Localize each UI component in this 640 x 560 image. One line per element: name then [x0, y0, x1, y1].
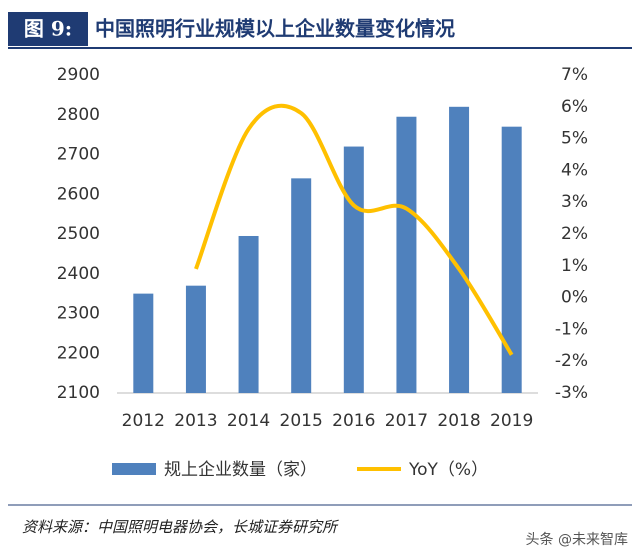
y-tick-label: 2400	[57, 264, 100, 284]
y-tick-label: 2100	[57, 383, 100, 403]
y-tick-label: 2900	[57, 65, 100, 85]
y-tick-label: 2600	[57, 184, 100, 204]
legend-label: 规上企业数量（家）	[164, 460, 317, 480]
watermark: 头条 @未来智库	[526, 531, 628, 548]
figure-title: 中国照明行业规模以上企业数量变化情况	[95, 17, 455, 41]
y-tick-label: 2700	[57, 145, 100, 165]
y2-tick-label: -2%	[555, 351, 588, 371]
y2-tick-label: 5%	[561, 129, 588, 149]
bar	[238, 235, 259, 393]
y2-tick-label: 7%	[561, 65, 588, 85]
y-tick-label: 2200	[57, 343, 100, 363]
bar	[185, 285, 206, 393]
y-tick-label: 2500	[57, 224, 100, 244]
x-tick-label: 2016	[332, 411, 375, 431]
y2-tick-label: 1%	[561, 256, 588, 276]
y2-tick-label: -1%	[555, 319, 588, 339]
x-tick-label: 2018	[437, 411, 480, 431]
bar	[449, 106, 470, 394]
x-tick-label: 2015	[280, 411, 323, 431]
bar	[501, 126, 522, 394]
legend-label: YoY（%）	[408, 460, 488, 480]
bar	[343, 146, 364, 393]
legend-swatch	[112, 463, 156, 475]
y2-tick-label: 6%	[561, 97, 588, 117]
x-tick-label: 2017	[385, 411, 428, 431]
bar	[291, 178, 312, 393]
bar	[133, 293, 154, 393]
y-tick-label: 2300	[57, 304, 100, 324]
x-tick-label: 2012	[122, 411, 165, 431]
y2-tick-label: 3%	[561, 192, 588, 212]
y2-tick-label: 2%	[561, 224, 588, 244]
bar	[396, 116, 417, 394]
x-tick-label: 2013	[174, 411, 217, 431]
source: 资料来源：中国照明电器协会，长城证券研究所	[22, 518, 339, 536]
figure-label: 图 9:	[24, 17, 72, 41]
label-box	[8, 12, 88, 46]
y2-tick-label: -3%	[555, 383, 588, 403]
x-tick-label: 2014	[227, 411, 270, 431]
y2-tick-label: 0%	[561, 288, 588, 308]
y-tick-label: 2800	[57, 105, 100, 125]
y2-tick-label: 4%	[561, 160, 588, 180]
line	[194, 103, 514, 356]
x-tick-label: 2019	[490, 411, 533, 431]
